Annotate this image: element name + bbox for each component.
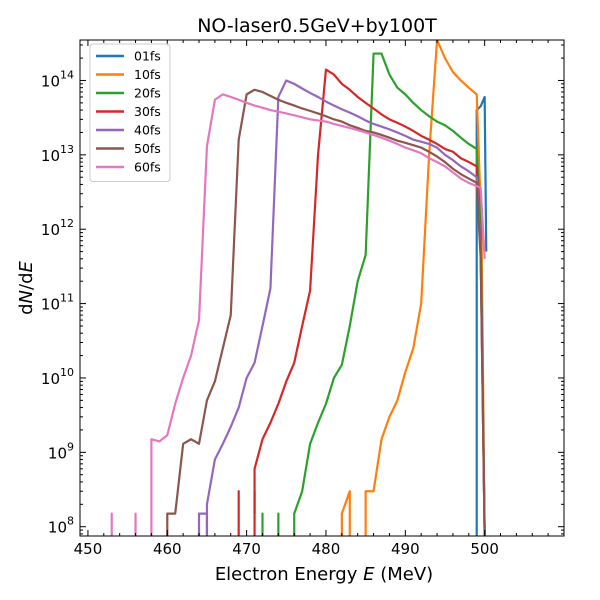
y-axis-label-e: E	[16, 260, 37, 272]
y-tick-label: 109	[48, 440, 74, 462]
x-axis-ticks: 450 460 470 480 490 500	[74, 40, 549, 558]
chart-title: NO-laser0.5GeV+by100T	[197, 15, 437, 37]
y-tick-exponent: 12	[60, 217, 74, 230]
legend-label-01fs: 01fs	[134, 49, 161, 64]
series-line-10fs-1	[364, 40, 486, 536]
x-tick-label: 500	[470, 540, 499, 558]
series-lines	[110, 40, 488, 536]
series-50fs	[166, 88, 486, 536]
series-line-60fs-2	[150, 93, 486, 536]
x-axis-label-unit: (MeV)	[374, 564, 433, 585]
y-tick-label: 1010	[41, 366, 74, 388]
legend-label-50fs: 50fs	[134, 141, 161, 156]
y-tick-base: 10	[41, 72, 60, 90]
series-60fs	[110, 93, 486, 536]
plot-frame	[79, 39, 565, 537]
x-tick-label: 470	[232, 540, 261, 558]
legend-label-10fs: 10fs	[134, 67, 161, 82]
y-tick-exponent: 14	[60, 68, 74, 81]
series-10fs	[340, 40, 486, 536]
y-tick-label: 108	[48, 515, 74, 537]
series-01fs	[475, 95, 488, 536]
series-line-01fs-0	[475, 95, 488, 536]
y-tick-base: 10	[41, 296, 60, 314]
legend-box	[89, 43, 171, 182]
series-40fs	[197, 79, 486, 536]
legend-label-40fs: 40fs	[134, 123, 161, 138]
series-line-50fs-0	[166, 88, 486, 536]
x-tick-label: 460	[153, 540, 182, 558]
y-tick-base: 10	[41, 221, 60, 239]
y-tick-exponent: 9	[67, 440, 74, 453]
series-line-20fs-2	[293, 52, 486, 536]
plot-area	[79, 39, 565, 537]
legend-label-30fs: 30fs	[134, 104, 161, 119]
y-tick-exponent: 8	[67, 515, 74, 528]
x-tick-label: 480	[312, 540, 341, 558]
y-axis-label-n: N	[16, 290, 37, 303]
series-line-40fs-1	[205, 79, 486, 536]
legend-label-20fs: 20fs	[134, 86, 161, 101]
series-30fs	[237, 68, 486, 536]
y-axis-label: dN/dE	[16, 260, 37, 314]
y-tick-exponent: 10	[60, 366, 74, 379]
y-axis-label-d2: /d	[16, 272, 37, 290]
y-tick-label: 1014	[41, 68, 74, 90]
y-tick-exponent: 13	[60, 143, 74, 156]
y-tick-label: 1011	[41, 292, 74, 314]
y-tick-base: 10	[41, 370, 60, 388]
y-tick-base: 10	[48, 519, 67, 537]
y-tick-base: 10	[48, 444, 67, 462]
series-line-10fs-0	[340, 490, 351, 536]
x-tick-label: 450	[74, 540, 103, 558]
y-axis-label-d1: d	[16, 303, 37, 314]
x-tick-label: 490	[391, 540, 420, 558]
y-tick-base: 10	[41, 147, 60, 165]
x-axis-label-text: Electron Energy	[215, 564, 363, 585]
y-tick-exponent: 11	[60, 292, 74, 305]
legend: 01fs 10fs 20fs 30fs 40fs 50fs 60fs	[89, 43, 171, 182]
x-axis-label-var: E	[363, 564, 375, 585]
series-line-30fs-2	[253, 68, 486, 536]
series-line-40fs-0	[197, 512, 209, 536]
legend-label-60fs: 60fs	[134, 160, 161, 175]
y-tick-label: 1013	[41, 143, 74, 165]
series-20fs	[261, 52, 486, 536]
x-axis-label: Electron Energy E (MeV)	[215, 564, 433, 585]
y-tick-label: 1012	[41, 217, 74, 239]
